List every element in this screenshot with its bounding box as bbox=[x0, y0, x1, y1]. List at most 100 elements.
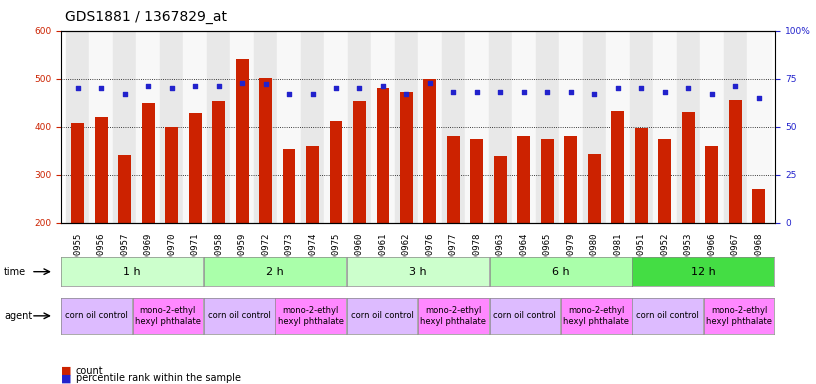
Text: count: count bbox=[76, 366, 104, 376]
Bar bbox=[465, 31, 489, 223]
Bar bbox=[113, 31, 136, 223]
Point bbox=[705, 91, 718, 97]
Bar bbox=[254, 31, 277, 223]
Point bbox=[330, 85, 343, 91]
Bar bbox=[541, 139, 554, 223]
Bar bbox=[630, 31, 653, 223]
Point bbox=[212, 83, 225, 89]
Bar bbox=[330, 121, 343, 223]
Point bbox=[541, 89, 554, 95]
Text: 6 h: 6 h bbox=[552, 266, 570, 277]
Bar bbox=[635, 127, 648, 223]
Text: corn oil control: corn oil control bbox=[208, 311, 271, 320]
Text: corn oil control: corn oil control bbox=[65, 311, 128, 320]
Bar bbox=[752, 189, 765, 223]
Text: GDS1881 / 1367829_at: GDS1881 / 1367829_at bbox=[65, 10, 228, 23]
Bar bbox=[306, 146, 319, 223]
Point bbox=[682, 85, 695, 91]
Bar bbox=[418, 31, 441, 223]
Point bbox=[95, 85, 108, 91]
Bar bbox=[90, 31, 113, 223]
Point bbox=[517, 89, 530, 95]
Bar bbox=[230, 31, 254, 223]
Bar bbox=[565, 136, 578, 223]
Bar bbox=[512, 31, 535, 223]
Text: ■: ■ bbox=[61, 366, 72, 376]
Bar bbox=[676, 31, 700, 223]
Bar bbox=[142, 103, 154, 223]
Bar bbox=[535, 31, 559, 223]
Bar bbox=[653, 31, 676, 223]
Bar bbox=[583, 31, 606, 223]
Text: percentile rank within the sample: percentile rank within the sample bbox=[76, 373, 241, 383]
Point bbox=[565, 89, 578, 95]
Text: 12 h: 12 h bbox=[691, 266, 716, 277]
Point bbox=[165, 85, 178, 91]
Point bbox=[659, 89, 672, 95]
Bar bbox=[588, 154, 601, 223]
Point bbox=[729, 83, 742, 89]
Bar bbox=[282, 149, 295, 223]
Bar bbox=[348, 31, 371, 223]
Bar bbox=[559, 31, 583, 223]
Bar bbox=[606, 31, 630, 223]
Point bbox=[306, 91, 319, 97]
Point bbox=[71, 85, 84, 91]
Point bbox=[611, 85, 624, 91]
Bar bbox=[206, 31, 230, 223]
Bar bbox=[724, 31, 747, 223]
Bar bbox=[705, 146, 718, 223]
Bar bbox=[71, 123, 84, 223]
Point bbox=[353, 85, 366, 91]
Text: mono-2-ethyl
hexyl phthalate: mono-2-ethyl hexyl phthalate bbox=[563, 306, 629, 326]
Bar bbox=[277, 31, 301, 223]
Point bbox=[118, 91, 131, 97]
Bar bbox=[236, 59, 249, 223]
Point bbox=[141, 83, 154, 89]
Bar bbox=[747, 31, 770, 223]
Text: 3 h: 3 h bbox=[409, 266, 427, 277]
Bar bbox=[447, 136, 460, 223]
Bar bbox=[301, 31, 324, 223]
Bar bbox=[136, 31, 160, 223]
Bar bbox=[259, 78, 272, 223]
Bar bbox=[184, 31, 206, 223]
Bar bbox=[66, 31, 90, 223]
Point bbox=[470, 89, 483, 95]
Point bbox=[188, 83, 202, 89]
Bar bbox=[95, 117, 108, 223]
Point bbox=[259, 81, 272, 88]
Bar bbox=[212, 101, 225, 223]
Bar bbox=[611, 111, 624, 223]
Text: ■: ■ bbox=[61, 373, 72, 383]
Text: 1 h: 1 h bbox=[123, 266, 141, 277]
Bar bbox=[494, 156, 507, 223]
Bar bbox=[700, 31, 724, 223]
Bar bbox=[371, 31, 395, 223]
Bar bbox=[324, 31, 348, 223]
Point bbox=[400, 91, 413, 97]
Text: mono-2-ethyl
hexyl phthalate: mono-2-ethyl hexyl phthalate bbox=[706, 306, 772, 326]
Bar bbox=[471, 139, 483, 223]
Bar bbox=[400, 92, 413, 223]
Text: corn oil control: corn oil control bbox=[636, 311, 699, 320]
Point bbox=[494, 89, 507, 95]
Point bbox=[588, 91, 601, 97]
Text: corn oil control: corn oil control bbox=[494, 311, 557, 320]
Text: mono-2-ethyl
hexyl phthalate: mono-2-ethyl hexyl phthalate bbox=[135, 306, 201, 326]
Text: corn oil control: corn oil control bbox=[351, 311, 414, 320]
Point bbox=[424, 79, 437, 86]
Bar bbox=[659, 139, 672, 223]
Bar bbox=[160, 31, 184, 223]
Bar bbox=[441, 31, 465, 223]
Point bbox=[376, 83, 389, 89]
Text: mono-2-ethyl
hexyl phthalate: mono-2-ethyl hexyl phthalate bbox=[277, 306, 344, 326]
Text: mono-2-ethyl
hexyl phthalate: mono-2-ethyl hexyl phthalate bbox=[420, 306, 486, 326]
Point bbox=[236, 79, 249, 86]
Bar bbox=[165, 127, 178, 223]
Point bbox=[752, 95, 765, 101]
Bar bbox=[517, 136, 530, 223]
Bar bbox=[188, 113, 202, 223]
Text: 2 h: 2 h bbox=[266, 266, 284, 277]
Text: agent: agent bbox=[4, 311, 33, 321]
